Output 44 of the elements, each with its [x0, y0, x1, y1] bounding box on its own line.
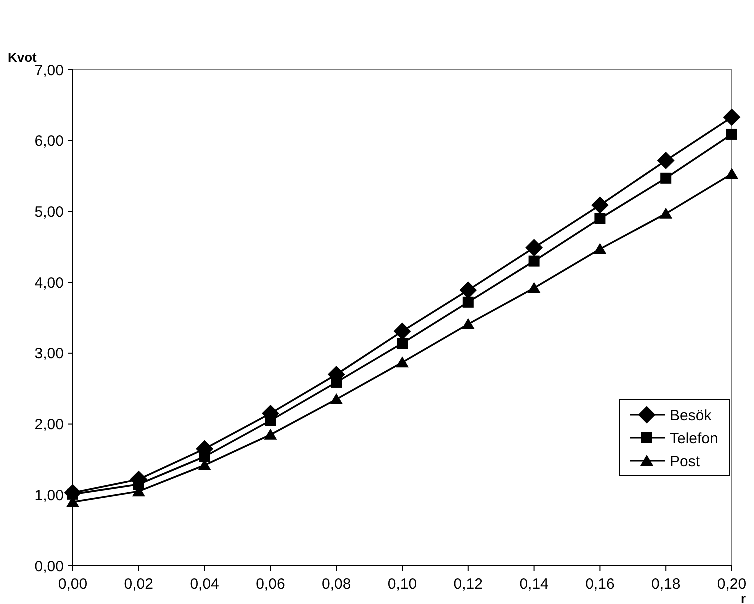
x-axis-title: r	[740, 591, 746, 604]
point	[724, 108, 740, 126]
point	[526, 239, 543, 256]
point	[528, 256, 540, 267]
point	[594, 213, 606, 224]
point	[726, 128, 738, 140]
x-tick-label: 0,08	[322, 576, 352, 593]
x-tick-label: 0,04	[190, 576, 220, 593]
point	[264, 428, 278, 440]
point	[330, 393, 344, 404]
y-tick-label: 3,00	[34, 346, 64, 363]
point	[394, 322, 411, 340]
x-tick-label: 0,14	[520, 576, 549, 593]
y-tick-label: 6,00	[34, 133, 64, 150]
x-tick-label: 0,20	[717, 576, 747, 593]
point	[658, 152, 675, 170]
y-tick-label: 0,00	[34, 558, 64, 576]
x-tick-label: 0,00	[58, 576, 88, 593]
y-tick-label: 7,00	[34, 62, 64, 80]
y-tick-label: 1,00	[34, 487, 64, 504]
x-tick-label: 0,10	[388, 576, 418, 593]
point	[528, 282, 541, 294]
point	[460, 282, 477, 299]
y-tick-label: 5,00	[34, 204, 64, 221]
point	[396, 356, 409, 368]
point	[462, 318, 475, 330]
point	[660, 208, 673, 219]
x-tick-label: 0,06	[256, 576, 286, 593]
point	[462, 296, 474, 308]
legend-label: Telefon	[670, 430, 718, 448]
point	[594, 243, 607, 254]
legend-label: Post	[670, 453, 701, 470]
y-axis-title: Kvot	[8, 50, 38, 65]
point	[726, 168, 738, 180]
point	[660, 172, 672, 184]
y-tick-label: 4,00	[34, 274, 64, 292]
x-tick-label: 0,18	[652, 576, 681, 593]
point	[397, 338, 408, 350]
legend-label: Besök	[670, 407, 712, 424]
x-tick-label: 0,16	[586, 576, 615, 593]
point	[592, 196, 609, 214]
x-tick-label: 0,02	[124, 576, 154, 593]
x-tick-label: 0,12	[454, 576, 483, 593]
y-tick-label: 2,00	[34, 416, 64, 434]
